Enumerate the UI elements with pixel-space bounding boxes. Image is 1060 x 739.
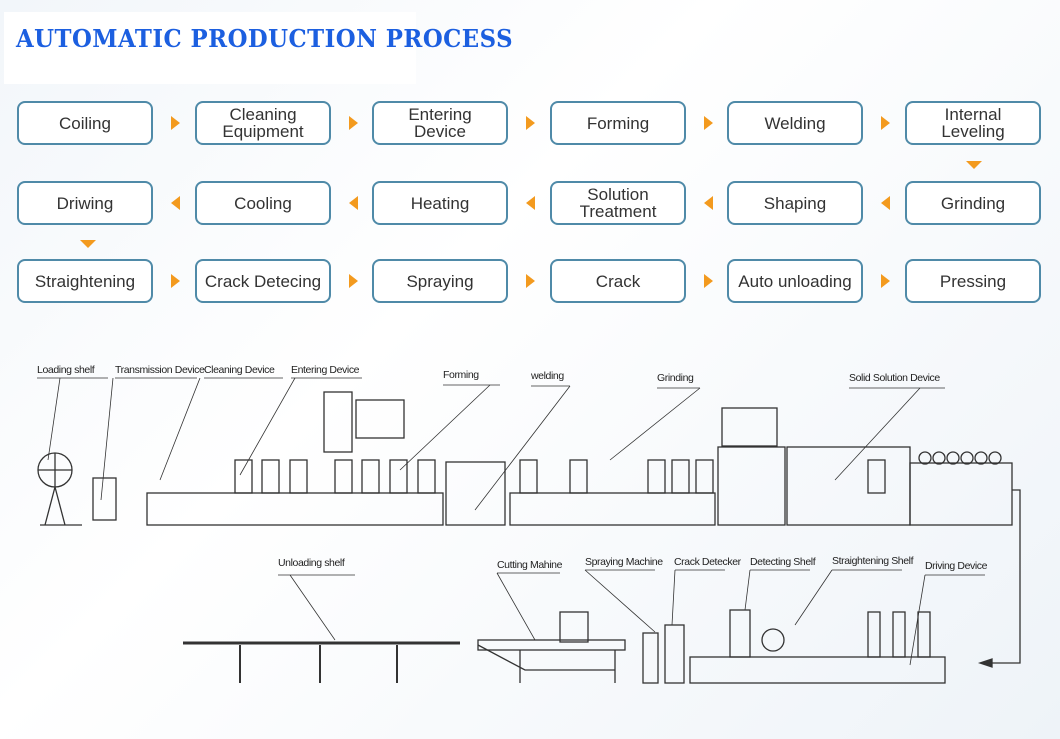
roller-stand <box>647 459 666 494</box>
process-step: Forming <box>550 101 686 145</box>
base-welding-section <box>445 461 506 526</box>
cooling-coil <box>988 451 1002 465</box>
label-spraying-machine: Spraying Machine <box>585 556 663 568</box>
cooling-coil <box>918 451 932 465</box>
arrow-right-icon <box>526 116 535 130</box>
process-step: Welding <box>727 101 863 145</box>
arrow-right-icon <box>881 274 890 288</box>
base-grinding-section <box>509 492 716 526</box>
roller-stand <box>695 459 714 494</box>
roller-stand <box>261 459 280 494</box>
roller-stand <box>389 459 408 494</box>
label-unloading-shelf: Unloading shelf <box>278 557 345 569</box>
process-step: Crack <box>550 259 686 303</box>
arrow-right-icon <box>881 116 890 130</box>
cooling-section <box>909 462 1013 526</box>
cooling-coil <box>974 451 988 465</box>
arrow-left-icon <box>881 196 890 210</box>
label-cutting-machine: Cutting Mahine <box>497 559 563 571</box>
roller-stand <box>334 459 353 494</box>
control-panel <box>721 407 778 447</box>
base-control-cabinet <box>717 446 786 526</box>
process-step: Driwing <box>17 181 153 225</box>
arrow-left-icon <box>349 196 358 210</box>
label-forming: Forming <box>443 369 479 381</box>
label-loading-shelf: Loading shelf <box>37 364 95 376</box>
label-welding: welding <box>531 370 564 382</box>
roller-stand <box>867 459 886 494</box>
process-step: Coiling <box>17 101 153 145</box>
detecting-shelf <box>729 609 751 658</box>
arrow-right-icon <box>349 274 358 288</box>
arrow-down-icon <box>966 161 982 169</box>
cooling-coil <box>932 451 946 465</box>
arrow-right-icon <box>171 116 180 130</box>
process-step: Spraying <box>372 259 508 303</box>
label-driving-device: Driving Device <box>925 560 988 572</box>
spraying-machine <box>642 632 659 684</box>
process-step: Cooling <box>195 181 331 225</box>
label-crack-detector: Crack Detecker <box>674 556 741 568</box>
title-band <box>4 12 416 84</box>
process-step: Entering Device <box>372 101 508 145</box>
arrow-left-icon <box>526 196 535 210</box>
base-forming-section <box>146 492 444 526</box>
process-step: Crack Detecing <box>195 259 331 303</box>
label-cleaning-device: Cleaning Device <box>204 364 275 376</box>
transmission-device <box>92 477 117 521</box>
label-solid-solution-device: Solid Solution Device <box>849 372 940 384</box>
process-step: Grinding <box>905 181 1041 225</box>
solid-solution-furnace <box>786 446 911 526</box>
cooling-coil <box>946 451 960 465</box>
roller-stand <box>569 459 588 494</box>
process-step: Heating <box>372 181 508 225</box>
arrow-right-icon <box>704 274 713 288</box>
control-panel <box>355 399 405 439</box>
arrow-down-icon <box>80 240 96 248</box>
process-step: Auto unloading <box>727 259 863 303</box>
label-transmission-device: Transmission Device <box>115 364 205 376</box>
arrow-right-icon <box>171 274 180 288</box>
roller-stand <box>289 459 308 494</box>
process-step: Cleaning Equipment <box>195 101 331 145</box>
arrow-right-icon <box>349 116 358 130</box>
label-grinding: Grinding <box>657 372 694 384</box>
crack-detector <box>664 624 685 684</box>
cooling-coil <box>960 451 974 465</box>
roller-stand <box>361 459 380 494</box>
roller-stand <box>519 459 538 494</box>
control-panel <box>323 391 353 453</box>
roller-stand <box>671 459 690 494</box>
roller-stand <box>234 459 253 494</box>
arrow-right-icon <box>704 116 713 130</box>
arrow-left-icon <box>171 196 180 210</box>
page-title: AUTOMATIC PRODUCTION PROCESS <box>16 24 514 53</box>
process-step: Pressing <box>905 259 1041 303</box>
label-detecting-shelf: Detecting Shelf <box>750 556 816 568</box>
label-entering-device: Entering Device <box>291 364 360 376</box>
arrow-left-icon <box>704 196 713 210</box>
process-step: Solution Treatment <box>550 181 686 225</box>
process-step: Internal Leveling <box>905 101 1041 145</box>
process-step: Shaping <box>727 181 863 225</box>
driving-base <box>689 656 946 684</box>
roller-stand <box>417 459 436 494</box>
arrow-right-icon <box>526 274 535 288</box>
label-straightening-shelf: Straightening Shelf <box>832 555 914 567</box>
cutting-machine <box>477 639 626 651</box>
process-step: Straightening <box>17 259 153 303</box>
